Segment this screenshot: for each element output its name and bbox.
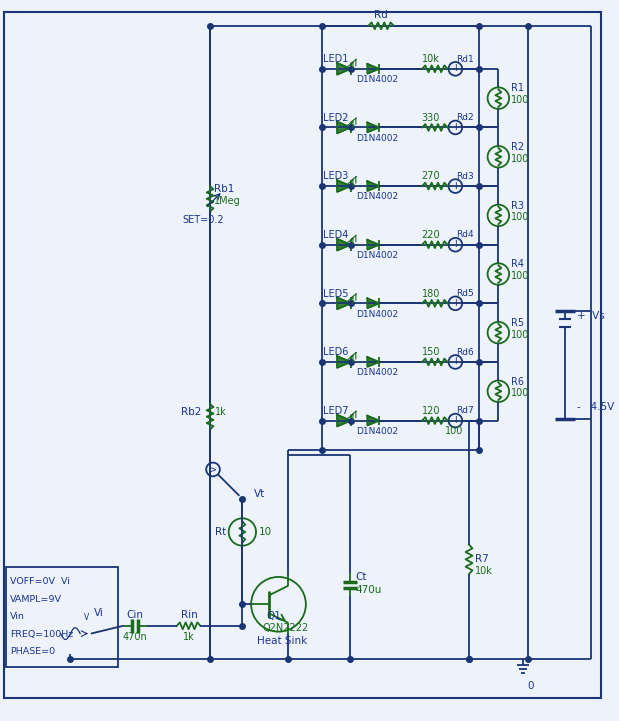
Text: Heat Sink: Heat Sink	[257, 637, 307, 647]
Text: D1N4002: D1N4002	[356, 133, 398, 143]
Text: Ct: Ct	[356, 572, 367, 582]
Text: 100: 100	[511, 388, 529, 398]
Text: I: I	[454, 123, 457, 132]
Text: R7: R7	[475, 554, 488, 565]
Text: 10k: 10k	[422, 54, 440, 64]
Text: Rd2: Rd2	[456, 113, 474, 122]
Text: Q2N2222: Q2N2222	[263, 623, 309, 633]
FancyBboxPatch shape	[6, 567, 118, 667]
Text: LED2: LED2	[324, 112, 349, 123]
Text: FREQ=100Hz: FREQ=100Hz	[10, 629, 73, 639]
Text: VOFF=0V  Vi: VOFF=0V Vi	[10, 577, 70, 586]
Text: 100: 100	[511, 329, 529, 340]
Polygon shape	[337, 63, 351, 75]
Text: Rt: Rt	[215, 527, 226, 537]
Text: I: I	[454, 416, 457, 425]
Text: 0: 0	[527, 681, 534, 691]
Polygon shape	[368, 123, 379, 133]
Text: Vin: Vin	[10, 612, 25, 621]
Text: Rd: Rd	[374, 10, 388, 20]
Text: D1N4002: D1N4002	[356, 251, 398, 260]
Polygon shape	[368, 298, 379, 308]
Text: R6: R6	[511, 376, 524, 386]
Text: 330: 330	[422, 112, 440, 123]
Polygon shape	[337, 415, 351, 426]
Text: Vi: Vi	[94, 608, 103, 618]
Text: D1N4002: D1N4002	[356, 368, 398, 377]
Polygon shape	[368, 357, 379, 367]
Text: LED4: LED4	[324, 230, 349, 240]
Text: Rd3: Rd3	[456, 172, 474, 181]
Polygon shape	[337, 180, 351, 192]
Text: R1: R1	[511, 84, 524, 93]
Text: D1N4002: D1N4002	[356, 427, 398, 435]
Polygon shape	[337, 356, 351, 368]
Text: R4: R4	[511, 260, 524, 269]
Text: Q1: Q1	[267, 611, 282, 621]
Text: D1N4002: D1N4002	[356, 193, 398, 201]
Text: VAMPL=9V: VAMPL=9V	[10, 595, 62, 603]
Text: >: >	[209, 464, 217, 474]
Polygon shape	[368, 181, 379, 191]
Text: -   4.5V: - 4.5V	[578, 402, 615, 412]
Text: 100: 100	[444, 426, 463, 436]
Polygon shape	[337, 239, 351, 251]
Text: 1k: 1k	[183, 632, 194, 642]
Text: 100: 100	[511, 271, 529, 281]
Text: Rd6: Rd6	[456, 348, 474, 357]
Text: 220: 220	[422, 230, 440, 240]
Text: 150: 150	[422, 348, 440, 357]
Text: R5: R5	[511, 318, 524, 328]
Text: 100: 100	[511, 95, 529, 105]
Text: I: I	[454, 64, 457, 74]
Text: 470n: 470n	[123, 632, 147, 642]
Text: 120: 120	[422, 406, 440, 416]
Text: R2: R2	[511, 142, 524, 152]
Text: 1k: 1k	[215, 407, 227, 417]
Text: LED7: LED7	[324, 406, 349, 416]
Text: Rd4: Rd4	[456, 231, 474, 239]
Text: I: I	[454, 298, 457, 308]
Text: 270: 270	[422, 172, 440, 181]
Text: 180: 180	[422, 288, 440, 298]
Text: I: I	[454, 240, 457, 249]
Text: I: I	[454, 182, 457, 190]
Text: R3: R3	[511, 200, 524, 211]
Polygon shape	[368, 240, 379, 249]
Text: V: V	[84, 613, 90, 622]
Polygon shape	[337, 122, 351, 133]
Polygon shape	[368, 416, 379, 425]
Text: 10: 10	[259, 527, 272, 537]
Text: D1N4002: D1N4002	[356, 75, 398, 84]
Text: 10k: 10k	[475, 566, 493, 576]
Text: +  Vs: + Vs	[578, 311, 605, 321]
Text: Rd1: Rd1	[456, 55, 474, 63]
Text: Rd5: Rd5	[456, 289, 474, 298]
Text: 100: 100	[511, 213, 529, 222]
Polygon shape	[368, 64, 379, 74]
Text: 470u: 470u	[356, 585, 382, 595]
Text: 1Meg: 1Meg	[214, 195, 241, 205]
Text: LED1: LED1	[324, 54, 349, 64]
Text: Rb2: Rb2	[181, 407, 201, 417]
Text: 100: 100	[511, 154, 529, 164]
Text: D1N4002: D1N4002	[356, 309, 398, 319]
Text: LED6: LED6	[324, 348, 349, 357]
Text: PHASE=0: PHASE=0	[10, 647, 55, 656]
Text: Rb1: Rb1	[214, 184, 235, 194]
Text: LED5: LED5	[324, 288, 349, 298]
Text: LED3: LED3	[324, 172, 349, 181]
Text: SET=0.2: SET=0.2	[183, 216, 224, 225]
Text: Rd7: Rd7	[456, 407, 474, 415]
Text: I: I	[454, 358, 457, 366]
Polygon shape	[337, 298, 351, 309]
Text: Rin: Rin	[181, 610, 197, 620]
Text: Vt: Vt	[254, 489, 266, 499]
Text: Cin: Cin	[126, 610, 144, 620]
